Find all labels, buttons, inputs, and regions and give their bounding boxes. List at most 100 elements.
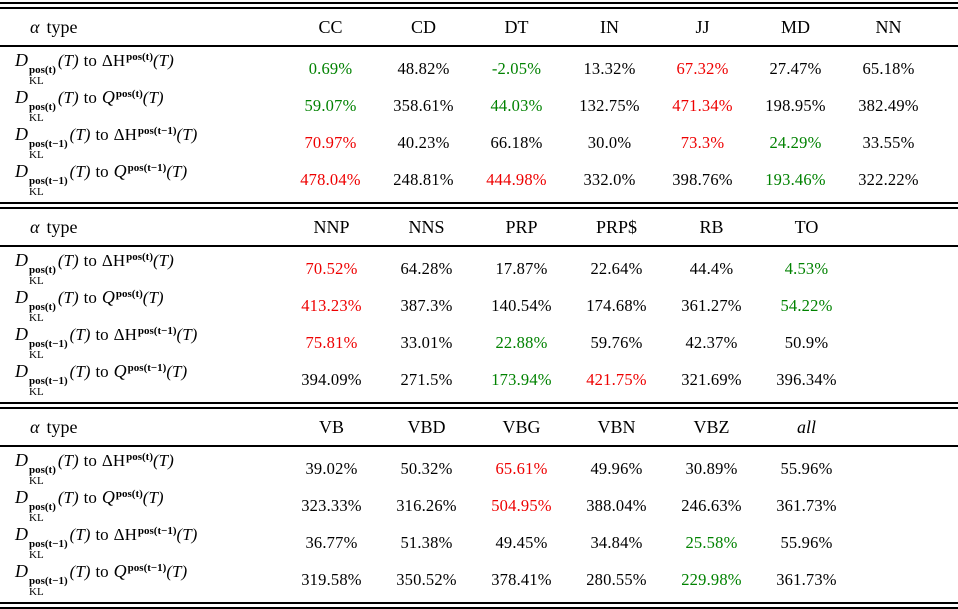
subscript: KL: [29, 386, 44, 398]
script-Q-symbol: Q: [101, 87, 115, 107]
value-cell: 39.02%: [305, 458, 358, 478]
value-cell: 67.32%: [676, 58, 729, 78]
value-cell: 174.68%: [586, 295, 647, 315]
to-text: to: [95, 362, 109, 381]
column-header-cd: CD: [377, 9, 470, 47]
value-cell: 361.73%: [776, 569, 837, 589]
header-row: α type CC CD DT IN JJ MD NN: [0, 9, 958, 47]
value-cell: 59.07%: [304, 95, 357, 115]
d-symbol: D: [15, 50, 28, 70]
value-cell: 55.96%: [780, 532, 833, 552]
arg-T: (T): [142, 288, 164, 307]
value-cell: 42.37%: [685, 332, 738, 352]
target-superscript: pos(t): [115, 488, 143, 500]
spacer-cell: [854, 287, 958, 324]
target-superscript: pos(t−1): [137, 525, 177, 537]
value-cell: 34.84%: [590, 532, 643, 552]
value-cell: 323.33%: [301, 495, 362, 515]
target-superscript: pos(t): [126, 51, 154, 63]
spacer-cell: [854, 409, 958, 447]
column-header-to: TO: [759, 209, 854, 247]
column-header-vbz: VBZ: [664, 409, 759, 447]
superscript: pos(t−1): [29, 538, 68, 550]
subsup-stack: pos(t) KL: [29, 465, 56, 487]
subscript: KL: [29, 549, 44, 561]
column-header-dt: DT: [470, 9, 563, 47]
value-cell: 59.76%: [590, 332, 643, 352]
script-Q-symbol: Q: [113, 161, 127, 181]
column-header-vb: VB: [284, 409, 379, 447]
d-symbol: D: [15, 450, 28, 470]
arg-T: (T): [69, 525, 91, 544]
value-cell: 444.98%: [486, 169, 547, 189]
superscript: pos(t): [29, 101, 56, 113]
arg-T: (T): [69, 362, 91, 381]
subscript: KL: [29, 475, 44, 487]
subsup-stack: pos(t−1) KL: [29, 576, 68, 598]
target-superscript: pos(t−1): [137, 125, 177, 137]
subscript: KL: [29, 349, 44, 361]
to-text: to: [95, 562, 109, 581]
target-superscript: pos(t): [126, 451, 154, 463]
value-cell: 413.23%: [301, 295, 362, 315]
value-cell: 382.49%: [858, 95, 919, 115]
target-superscript: pos(t): [126, 251, 154, 263]
script-Q-symbol: Q: [113, 561, 127, 581]
column-header-in: IN: [563, 9, 656, 47]
value-cell: 198.95%: [765, 95, 826, 115]
column-header-vbg: VBG: [474, 409, 569, 447]
arg-T: (T): [57, 288, 79, 307]
arg-T: (T): [69, 162, 91, 181]
subsup-stack: pos(t−1) KL: [29, 376, 68, 398]
arg-T: (T): [153, 451, 174, 470]
value-cell: 350.52%: [396, 569, 457, 589]
value-cell: 48.82%: [397, 58, 450, 78]
value-cell: 73.3%: [680, 132, 725, 152]
arg-T: (T): [69, 125, 91, 144]
value-cell: 33.55%: [862, 132, 915, 152]
superscript: pos(t): [29, 64, 56, 76]
arg-T: (T): [57, 88, 79, 107]
spacer-cell: [854, 446, 958, 487]
subscript: KL: [29, 275, 44, 287]
alpha-type-word: type: [46, 16, 78, 37]
subscript: KL: [29, 312, 44, 324]
value-cell: -2.05%: [491, 58, 542, 78]
value-cell: 50.9%: [784, 332, 829, 352]
value-cell: 246.63%: [681, 495, 742, 515]
top-double-rule: [0, 2, 958, 9]
d-symbol: D: [15, 487, 28, 507]
value-cell: 398.76%: [672, 169, 733, 189]
subscript: KL: [29, 186, 44, 198]
value-cell: 27.47%: [769, 58, 822, 78]
subsup-stack: pos(t) KL: [29, 65, 56, 87]
arg-T: (T): [57, 488, 79, 507]
value-cell: 36.77%: [305, 532, 358, 552]
value-cell: 51.38%: [400, 532, 453, 552]
value-cell: 280.55%: [586, 569, 647, 589]
value-cell: 361.27%: [681, 295, 742, 315]
subsup-stack: pos(t−1) KL: [29, 539, 68, 561]
spacer-cell: [854, 361, 958, 402]
to-text: to: [83, 88, 97, 107]
delta-H-symbol: ΔH: [101, 51, 126, 70]
superscript: pos(t−1): [29, 338, 68, 350]
arg-T: (T): [166, 562, 188, 581]
subscript: KL: [29, 149, 44, 161]
arg-T: (T): [69, 562, 91, 581]
value-cell: 132.75%: [579, 95, 640, 115]
subsup-stack: pos(t) KL: [29, 302, 56, 324]
spacer-cell: [935, 9, 958, 47]
